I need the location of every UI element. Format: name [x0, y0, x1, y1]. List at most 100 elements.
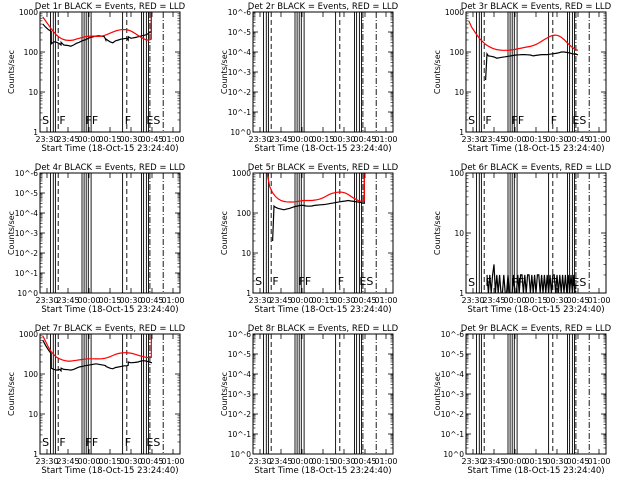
y-tick-label: 10^-1	[441, 430, 465, 439]
flag-label: F	[272, 275, 278, 288]
x-tick-label: 00:45	[140, 135, 163, 144]
x-tick-label: 00:45	[353, 296, 376, 305]
flag-label: S	[468, 114, 475, 127]
x-tick-label: 23:45	[56, 296, 79, 305]
x-tick-label: 00:00	[77, 135, 100, 144]
flag-label: FF	[86, 436, 99, 449]
x-tick-label: 23:30	[248, 296, 271, 305]
y-tick-label: 1000	[232, 169, 251, 178]
x-tick-label: 00:00	[503, 457, 526, 466]
y-axis-label: Counts/sec	[433, 211, 442, 255]
y-tick-label: 10^-5	[15, 189, 39, 198]
x-tick-label: 00:30	[332, 296, 355, 305]
y-tick-label: 10^-2	[228, 410, 252, 419]
x-tick-label: 00:00	[290, 296, 313, 305]
y-tick-label: 10^-4	[15, 209, 39, 218]
flag-label: ES	[572, 114, 586, 127]
y-axis-label: Counts/sec	[433, 50, 442, 94]
panel-title: Det 9r BLACK = Events, RED = LLD	[461, 324, 612, 334]
y-tick-label: 1	[33, 450, 38, 459]
y-tick-label: 10^-5	[228, 28, 252, 37]
flag-label: ES	[359, 275, 373, 288]
y-tick-label: 1000	[445, 8, 464, 17]
x-tick-label: 00:00	[503, 296, 526, 305]
y-axis-label: Counts/sec	[220, 211, 229, 255]
x-tick-label: 01:00	[587, 457, 610, 466]
x-tick-label: 23:45	[56, 135, 79, 144]
y-tick-label: 10^0	[443, 450, 464, 459]
y-tick-label: 10^0	[230, 450, 251, 459]
y-tick-label: 10^-1	[228, 430, 252, 439]
x-tick-label: 23:45	[269, 296, 292, 305]
x-tick-label: 01:00	[161, 135, 184, 144]
y-tick-label: 10^-6	[228, 330, 252, 339]
y-tick-label: 100	[450, 169, 465, 178]
plot-frame	[252, 11, 394, 133]
x-tick-label: 00:15	[311, 296, 334, 305]
x-tick-label: 00:45	[140, 457, 163, 466]
x-tick-label: 23:45	[269, 457, 292, 466]
y-tick-label: 10^-4	[228, 48, 252, 57]
flag-label: F	[551, 114, 557, 127]
x-axis-label: Start Time (18-Oct-15 23:24:40)	[254, 466, 391, 476]
plot-frame	[39, 172, 181, 294]
x-axis-label: Start Time (18-Oct-15 23:24:40)	[467, 144, 604, 154]
y-tick-label: 10^-2	[228, 88, 252, 97]
panel-title: Det 5r BLACK = Events, RED = LLD	[248, 163, 399, 173]
x-tick-label: 00:00	[503, 135, 526, 144]
flag-label: ES	[146, 114, 160, 127]
series-events-line	[486, 264, 576, 293]
y-tick-label: 10^0	[17, 289, 38, 298]
y-axis-label: Counts/sec	[7, 50, 16, 94]
plot-area: S F FF F ES	[468, 173, 590, 293]
y-tick-label: 10^-3	[228, 68, 252, 77]
panel-title: Det 8r BLACK = Events, RED = LLD	[248, 324, 399, 334]
x-tick-label: 23:30	[461, 135, 484, 144]
panel-title: Det 3r BLACK = Events, RED = LLD	[461, 2, 612, 12]
x-tick-label: 23:30	[35, 457, 58, 466]
panel-title: Det 2r BLACK = Events, RED = LLD	[248, 2, 399, 12]
y-axis-label: Counts/sec	[433, 372, 442, 416]
x-tick-label: 00:15	[98, 457, 121, 466]
x-tick-label: 23:30	[248, 135, 271, 144]
x-tick-label: 00:30	[545, 296, 568, 305]
flag-label: F	[551, 276, 557, 289]
flag-label: ES	[572, 276, 586, 289]
y-tick-label: 10^-5	[228, 350, 252, 359]
y-tick-label: 100	[24, 48, 39, 57]
y-tick-label: 10	[454, 88, 464, 97]
x-tick-label: 00:45	[566, 296, 589, 305]
y-axis-label: Counts/sec	[220, 50, 229, 94]
flag-label: F	[125, 436, 131, 449]
x-tick-label: 23:30	[461, 457, 484, 466]
flag-label: F	[485, 276, 491, 289]
series-events-line	[272, 173, 365, 242]
plot-frame	[465, 333, 607, 455]
x-tick-label: 00:30	[119, 296, 142, 305]
y-axis-label: Counts/sec	[220, 372, 229, 416]
y-tick-label: 10^-5	[441, 350, 465, 359]
x-tick-label: 00:30	[332, 135, 355, 144]
x-axis-label: Start Time (18-Oct-15 23:24:40)	[467, 305, 604, 315]
x-tick-label: 00:45	[566, 135, 589, 144]
y-tick-label: 1	[246, 289, 251, 298]
y-tick-label: 100	[450, 48, 465, 57]
x-tick-label: 00:15	[524, 135, 547, 144]
flag-label: S	[42, 436, 49, 449]
plot-area: S F FF F ES	[50, 173, 164, 293]
x-tick-label: 00:30	[332, 457, 355, 466]
x-tick-label: 00:45	[353, 135, 376, 144]
y-tick-label: 10^-2	[441, 410, 465, 419]
x-tick-label: 01:00	[374, 135, 397, 144]
y-axis-label: Counts/sec	[7, 211, 16, 255]
x-axis-label: Start Time (18-Oct-15 23:24:40)	[41, 466, 178, 476]
flag-label: FF	[86, 114, 99, 127]
plot-area: S F FF F ES	[255, 173, 377, 293]
flag-label: S	[42, 114, 49, 127]
y-tick-label: 10	[454, 229, 464, 238]
flag-label: FF	[299, 275, 312, 288]
